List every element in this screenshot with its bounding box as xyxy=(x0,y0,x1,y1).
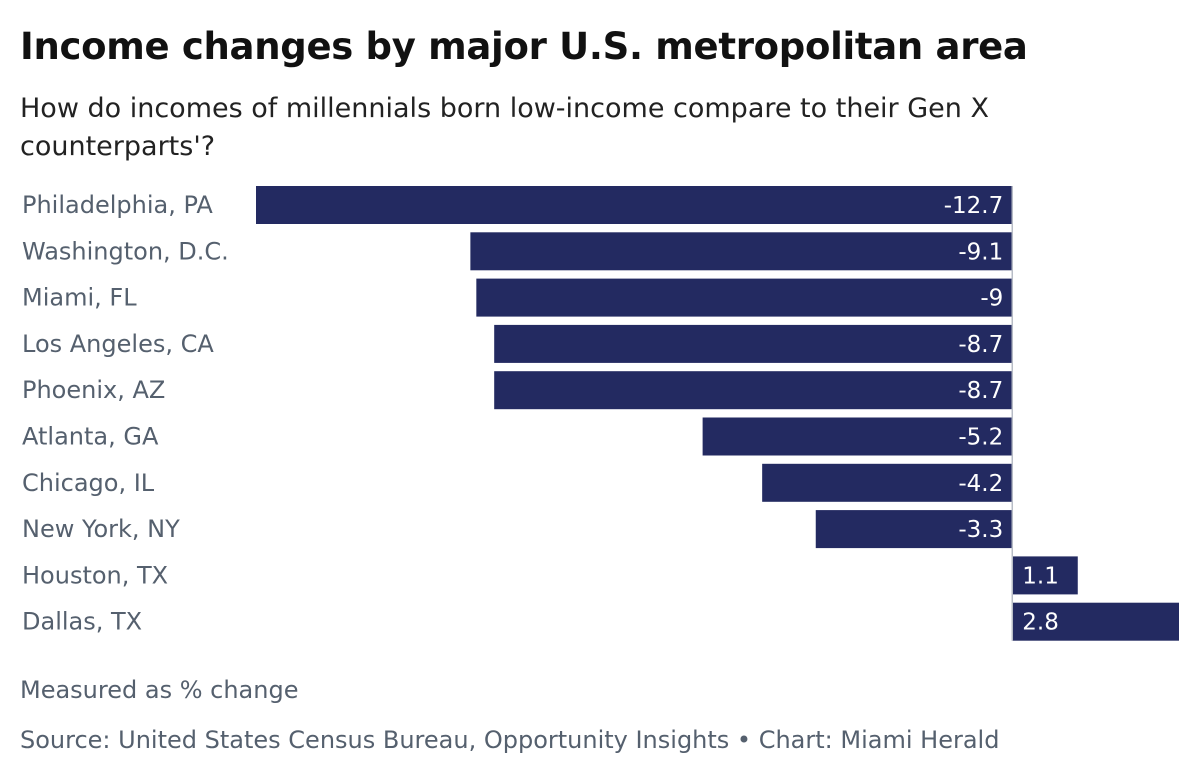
data-label: -3.3 xyxy=(958,517,1003,543)
bar xyxy=(702,417,1013,456)
chart-note: Measured as % change xyxy=(20,676,299,704)
category-label: Chicago, IL xyxy=(22,469,155,497)
category-label: Atlanta, GA xyxy=(22,423,159,451)
data-label: -5.2 xyxy=(958,425,1003,451)
category-label: New York, NY xyxy=(22,515,180,543)
data-label: -9 xyxy=(980,286,1003,312)
bar xyxy=(1012,556,1078,595)
chart-subtitle: How do incomes of millennials born low-i… xyxy=(20,93,989,162)
chart-source: Source: United States Census Bureau, Opp… xyxy=(20,726,1000,754)
bar xyxy=(815,510,1013,549)
data-label: -8.7 xyxy=(958,378,1003,404)
bar xyxy=(494,371,1013,410)
bar xyxy=(476,278,1013,317)
category-label: Phoenix, AZ xyxy=(22,376,165,404)
data-label: 2.8 xyxy=(1022,610,1059,636)
bar xyxy=(256,186,1013,224)
data-label: -12.7 xyxy=(944,193,1004,219)
bar xyxy=(494,324,1013,363)
data-label: -8.7 xyxy=(958,332,1003,358)
chart-title: Income changes by major U.S. metropolita… xyxy=(20,25,1028,68)
data-label: -9.1 xyxy=(958,239,1003,265)
category-label: Los Angeles, CA xyxy=(22,330,214,358)
category-label: Dallas, TX xyxy=(22,608,142,636)
bar xyxy=(1012,602,1179,641)
data-label: -4.2 xyxy=(958,471,1003,497)
bar xyxy=(470,232,1013,271)
bar xyxy=(762,463,1013,502)
category-label: Miami, FL xyxy=(22,284,137,312)
category-label: Washington, D.C. xyxy=(22,237,229,265)
data-label: 1.1 xyxy=(1022,563,1059,589)
category-label: Philadelphia, PA xyxy=(22,191,213,219)
category-label: Houston, TX xyxy=(22,561,168,589)
